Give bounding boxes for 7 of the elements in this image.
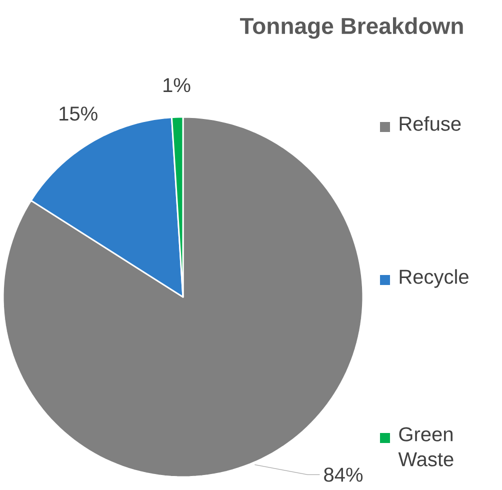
chart-title: Tonnage Breakdown	[240, 17, 463, 39]
legend-label: Green Waste	[398, 427, 454, 466]
legend-label: Refuse	[400, 116, 461, 131]
data-label: 1%	[164, 78, 190, 92]
data-label: 84%	[324, 468, 363, 482]
data-label: 15%	[60, 106, 98, 121]
legend-label: Recycle	[400, 269, 468, 288]
